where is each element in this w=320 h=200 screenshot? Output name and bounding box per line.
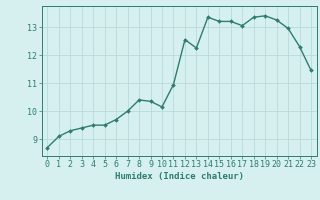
- X-axis label: Humidex (Indice chaleur): Humidex (Indice chaleur): [115, 172, 244, 181]
